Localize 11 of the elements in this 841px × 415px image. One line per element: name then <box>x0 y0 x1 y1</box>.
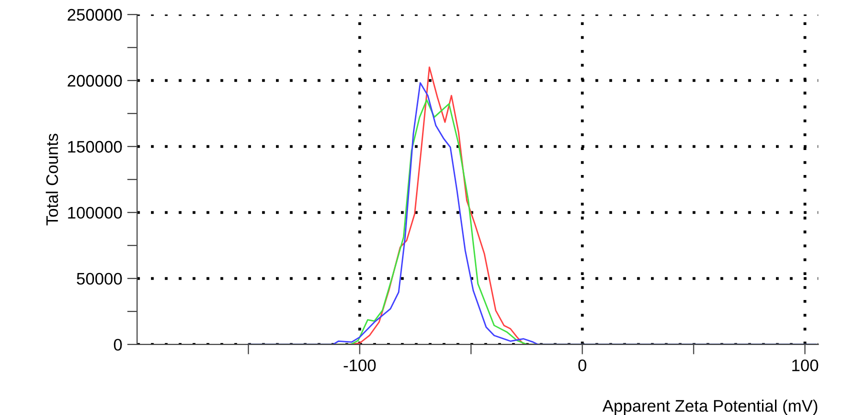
y-tick-label: 150000 <box>68 140 122 153</box>
y-tick-label: 0 <box>114 338 122 351</box>
x-tick-label: 0 <box>578 359 586 372</box>
y-tick-label: 50000 <box>76 272 122 285</box>
x-tick-label: 100 <box>792 359 818 372</box>
y-axis-title: Total Counts <box>46 134 58 226</box>
y-tick-label: 250000 <box>68 8 122 21</box>
x-axis-title: Apparent Zeta Potential (mV) <box>602 400 818 415</box>
y-tick-label: 200000 <box>68 74 122 87</box>
x-tick-label: -100 <box>344 359 376 372</box>
y-tick-label: 100000 <box>68 206 122 219</box>
